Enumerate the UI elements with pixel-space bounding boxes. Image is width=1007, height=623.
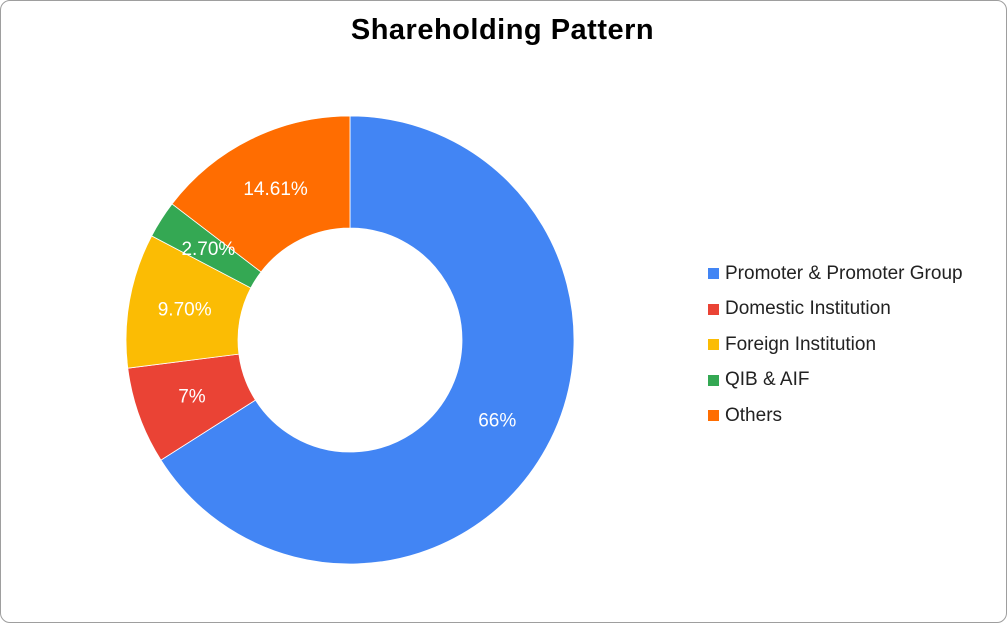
- data-label-promoter-promoter-group: 66%: [478, 410, 516, 431]
- legend-swatch: [708, 374, 719, 386]
- legend-item-others: Others: [708, 398, 963, 434]
- data-label-domestic-institution: 7%: [178, 386, 206, 407]
- data-label-foreign-institution: 9.70%: [158, 300, 212, 321]
- legend-item-domestic-institution: Domestic Institution: [708, 292, 963, 328]
- data-label-qib-aif: 2.70%: [181, 239, 235, 260]
- legend-label: Others: [725, 404, 783, 426]
- data-label-others: 14.61%: [243, 179, 308, 200]
- legend-label: Foreign Institution: [725, 333, 877, 355]
- legend-swatch: [708, 339, 719, 351]
- legend-swatch: [708, 410, 719, 422]
- legend-label: Domestic Institution: [725, 298, 891, 320]
- legend-label: QIB & AIF: [725, 369, 810, 391]
- donut-labels: 66% 7% 9.70% 2.70% 14.61%: [158, 179, 517, 432]
- chart-legend: Promoter & Promoter Group Domestic Instit…: [708, 256, 963, 434]
- legend-swatch: [708, 268, 719, 280]
- legend-item-foreign-institution: Foreign Institution: [708, 327, 963, 363]
- slice-promoter-promoter-group: [160, 115, 575, 565]
- legend-item-qib-aif: QIB & AIF: [708, 363, 963, 399]
- chart-title: Shareholding Pattern: [350, 14, 655, 46]
- slice-others: [171, 115, 351, 273]
- legend-label: Promoter & Promoter Group: [725, 262, 963, 284]
- legend-swatch: [708, 303, 719, 315]
- donut-slices: [125, 115, 575, 565]
- legend-item-promoter-promoter-group: Promoter & Promoter Group: [708, 256, 963, 292]
